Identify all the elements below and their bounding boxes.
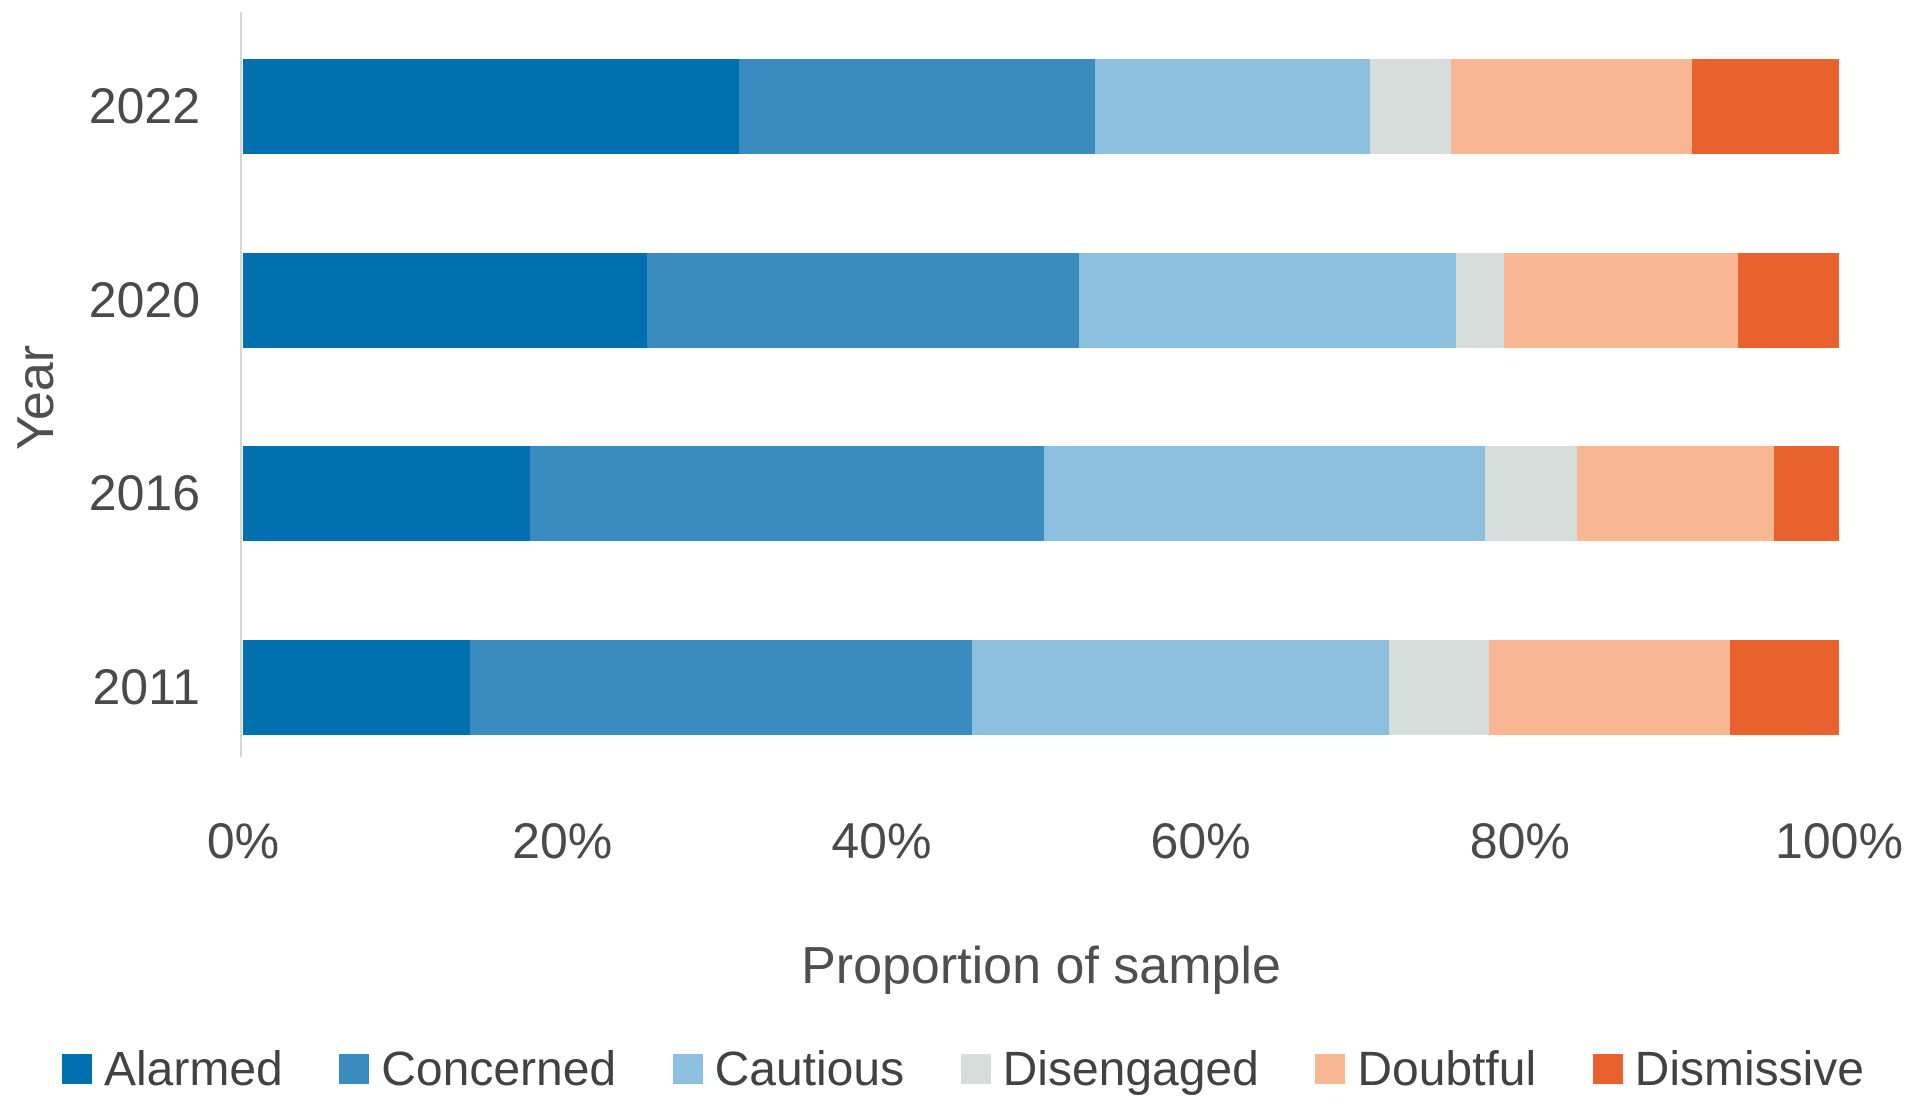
legend: Alarmed Concerned Cautious Disengaged Doubtf… xyxy=(62,1038,1864,1100)
bar-segment-cautious-2011 xyxy=(972,640,1389,735)
x-tick-label-60: 60% xyxy=(1150,813,1251,869)
legend-item-dismissive: Dismissive xyxy=(1592,1042,1864,1097)
legend-item-concerned: Concerned xyxy=(339,1042,616,1097)
bar-row-2022 xyxy=(243,59,1839,154)
legend-item-disengaged: Disengaged xyxy=(960,1042,1259,1097)
bar-segment-dismissive-2020 xyxy=(1738,253,1839,348)
y-tick-label-2020: 2020 xyxy=(88,272,200,328)
bar-segment-cautious-2016 xyxy=(1044,446,1485,541)
bar-segment-alarmed-2011 xyxy=(243,640,470,735)
legend-swatch-doubtful xyxy=(1315,1054,1346,1084)
bar-segment-concerned-2020 xyxy=(646,253,1080,348)
bar-row-2016 xyxy=(243,446,1839,541)
x-axis-title: Proportion of sample xyxy=(801,937,1281,995)
legend-swatch-concerned xyxy=(339,1054,370,1084)
x-tick-label-100: 100% xyxy=(1775,813,1903,869)
y-tick-label-2016: 2016 xyxy=(88,465,200,521)
bar-segment-disengaged-2016 xyxy=(1484,446,1578,541)
bar-row-2020 xyxy=(243,253,1839,348)
x-tick-label-80: 80% xyxy=(1469,813,1570,869)
bar-segment-dismissive-2011 xyxy=(1730,640,1839,735)
y-axis-title: Year xyxy=(7,344,65,450)
legend-swatch-dismissive xyxy=(1592,1054,1623,1084)
y-axis-line xyxy=(240,12,242,757)
bar-segment-concerned-2016 xyxy=(530,446,1045,541)
legend-item-alarmed: Alarmed xyxy=(62,1042,283,1097)
legend-swatch-disengaged xyxy=(960,1054,991,1084)
bar-segment-doubtful-2011 xyxy=(1489,640,1731,735)
legend-swatch-alarmed xyxy=(62,1054,92,1084)
legend-label-concerned: Concerned xyxy=(381,1042,617,1096)
bar-segment-alarmed-2016 xyxy=(243,446,531,541)
legend-item-doubtful: Doubtful xyxy=(1315,1042,1536,1097)
legend-item-cautious: Cautious xyxy=(672,1042,905,1097)
y-tick-label-2022: 2022 xyxy=(88,78,200,134)
bar-row-2011 xyxy=(243,640,1839,735)
plot-area xyxy=(240,12,1839,757)
legend-label-alarmed: Alarmed xyxy=(104,1042,283,1096)
x-tick-label-0: 0% xyxy=(206,813,280,869)
y-tick-label-2011: 2011 xyxy=(92,659,200,715)
bar-segment-alarmed-2022 xyxy=(243,59,740,154)
legend-label-cautious: Cautious xyxy=(714,1042,905,1096)
x-tick-label-20: 20% xyxy=(512,813,613,869)
bar-segment-disengaged-2020 xyxy=(1455,253,1504,348)
bar-segment-doubtful-2022 xyxy=(1451,59,1693,154)
bar-segment-cautious-2020 xyxy=(1079,253,1456,348)
legend-label-disengaged: Disengaged xyxy=(1002,1042,1259,1096)
bar-segment-concerned-2011 xyxy=(469,640,973,735)
bar-segment-alarmed-2020 xyxy=(243,253,647,348)
bar-segment-doubtful-2020 xyxy=(1503,253,1739,348)
bar-segment-dismissive-2016 xyxy=(1773,446,1839,541)
bar-segment-concerned-2022 xyxy=(739,59,1096,154)
legend-label-doubtful: Doubtful xyxy=(1357,1042,1537,1096)
legend-label-dismissive: Dismissive xyxy=(1634,1042,1864,1096)
bar-segment-cautious-2022 xyxy=(1095,59,1370,154)
legend-swatch-cautious xyxy=(672,1054,703,1084)
x-axis-tick-row: 0% 20% 40% 60% 80% 100% xyxy=(207,812,1903,882)
bar-segment-disengaged-2022 xyxy=(1369,59,1452,154)
bar-segment-doubtful-2016 xyxy=(1577,446,1774,541)
bar-segment-disengaged-2011 xyxy=(1388,640,1490,735)
bar-segment-dismissive-2022 xyxy=(1692,59,1839,154)
x-tick-label-40: 40% xyxy=(831,813,932,869)
